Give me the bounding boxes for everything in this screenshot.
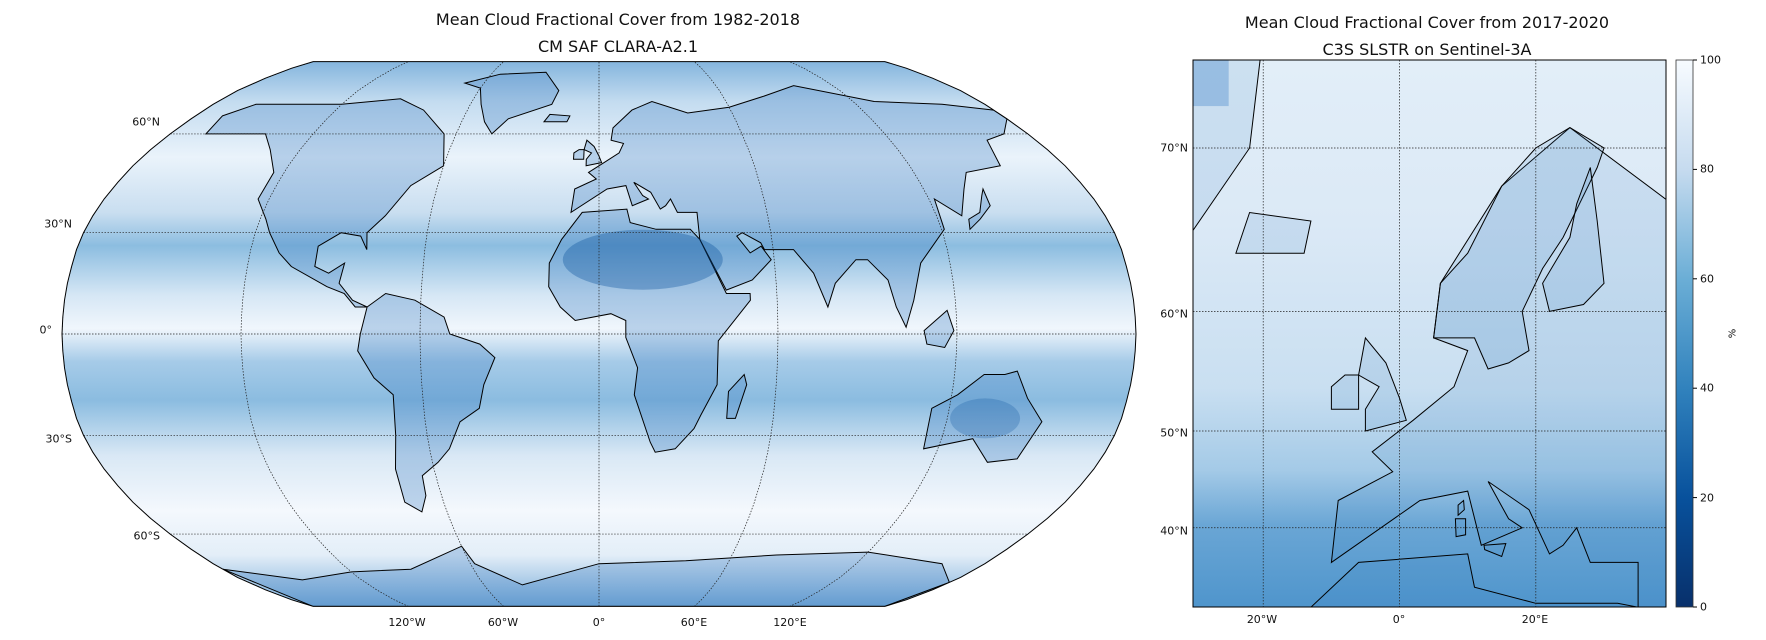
coastline-eurasia — [1330, 126, 1666, 607]
lon-label: 20°W — [1246, 613, 1278, 626]
colorbar-tick: 60 — [1700, 272, 1714, 286]
coastline-south-america — [357, 292, 496, 513]
right-map — [1193, 60, 1666, 607]
lat-label: 60°N — [1160, 307, 1188, 321]
coastline-scandinavia — [1433, 127, 1605, 370]
colorbar-tick: 20 — [1700, 491, 1714, 505]
colorbar-tick: 80 — [1700, 162, 1714, 176]
right-map-title: Mean Cloud Fractional Cover from 2017-20… — [1244, 13, 1610, 32]
coastline-africa — [1283, 553, 1666, 607]
lon-label: 0° — [592, 616, 606, 629]
coastline-iceland — [542, 113, 571, 123]
lon-label: 20°E — [1521, 613, 1549, 626]
lat-label: 40°N — [1160, 524, 1188, 538]
coastline-finland — [1542, 167, 1605, 312]
lon-label: 120°W — [388, 616, 426, 629]
right-map-subtitle: C3S SLSTR on Sentinel-3A — [1322, 40, 1532, 59]
colorbar-label: % — [1727, 328, 1739, 339]
coastline-great-britain — [1358, 336, 1407, 432]
lat-label: 30°S — [45, 432, 72, 446]
lon-label: 120°E — [773, 616, 807, 629]
coastline-antarctica — [222, 545, 951, 607]
meridian-gridline — [789, 61, 958, 607]
lat-label: 50°N — [1160, 426, 1188, 440]
lon-label: 60°W — [487, 616, 519, 629]
coastline-borneo — [923, 309, 955, 349]
colorbar-tick: 0 — [1700, 600, 1707, 614]
coastline-japan — [968, 187, 991, 231]
australia-low-cloud-region — [950, 398, 1021, 439]
lat-label: 30°N — [44, 217, 72, 231]
coastline-ireland — [572, 149, 585, 160]
colorbar — [1675, 59, 1694, 608]
cloud-cover-field — [1193, 60, 1666, 607]
lat-label: 0° — [39, 323, 53, 337]
coastline-eurasia — [570, 85, 1008, 329]
coastline-australia — [922, 370, 1043, 463]
coastline-ireland — [1330, 374, 1360, 410]
lat-label: 60°S — [133, 529, 160, 543]
colorbar-tick: 40 — [1700, 381, 1714, 395]
right-map-border — [1192, 59, 1667, 608]
meridian-gridline — [240, 61, 409, 607]
coastline-madagascar — [726, 373, 748, 419]
left-map-title: Mean Cloud Fractional Cover from 1982-20… — [435, 10, 801, 29]
coastline-corsica — [1457, 499, 1465, 517]
coastline-north-america — [204, 98, 445, 308]
lat-label: 60°N — [132, 115, 160, 129]
meridian-gridline — [694, 61, 779, 607]
coastline-sicily — [1483, 543, 1507, 558]
left-map — [62, 61, 1136, 607]
greenland-region — [1193, 60, 1229, 107]
left-map-subtitle: CM SAF CLARA-A2.1 — [537, 37, 699, 56]
sahara-low-cloud-region — [562, 229, 723, 290]
left-map-border — [61, 61, 1137, 607]
colorbar-tick: 100 — [1700, 53, 1721, 67]
lon-label: 0° — [1392, 613, 1406, 626]
coastline-iceland — [1235, 211, 1312, 254]
coastline-great-britain — [583, 139, 603, 167]
lon-label: 60°E — [680, 616, 708, 629]
coastline-greenland — [1193, 60, 1261, 232]
lat-label: 70°N — [1160, 141, 1188, 155]
meridian-gridline — [419, 61, 504, 607]
